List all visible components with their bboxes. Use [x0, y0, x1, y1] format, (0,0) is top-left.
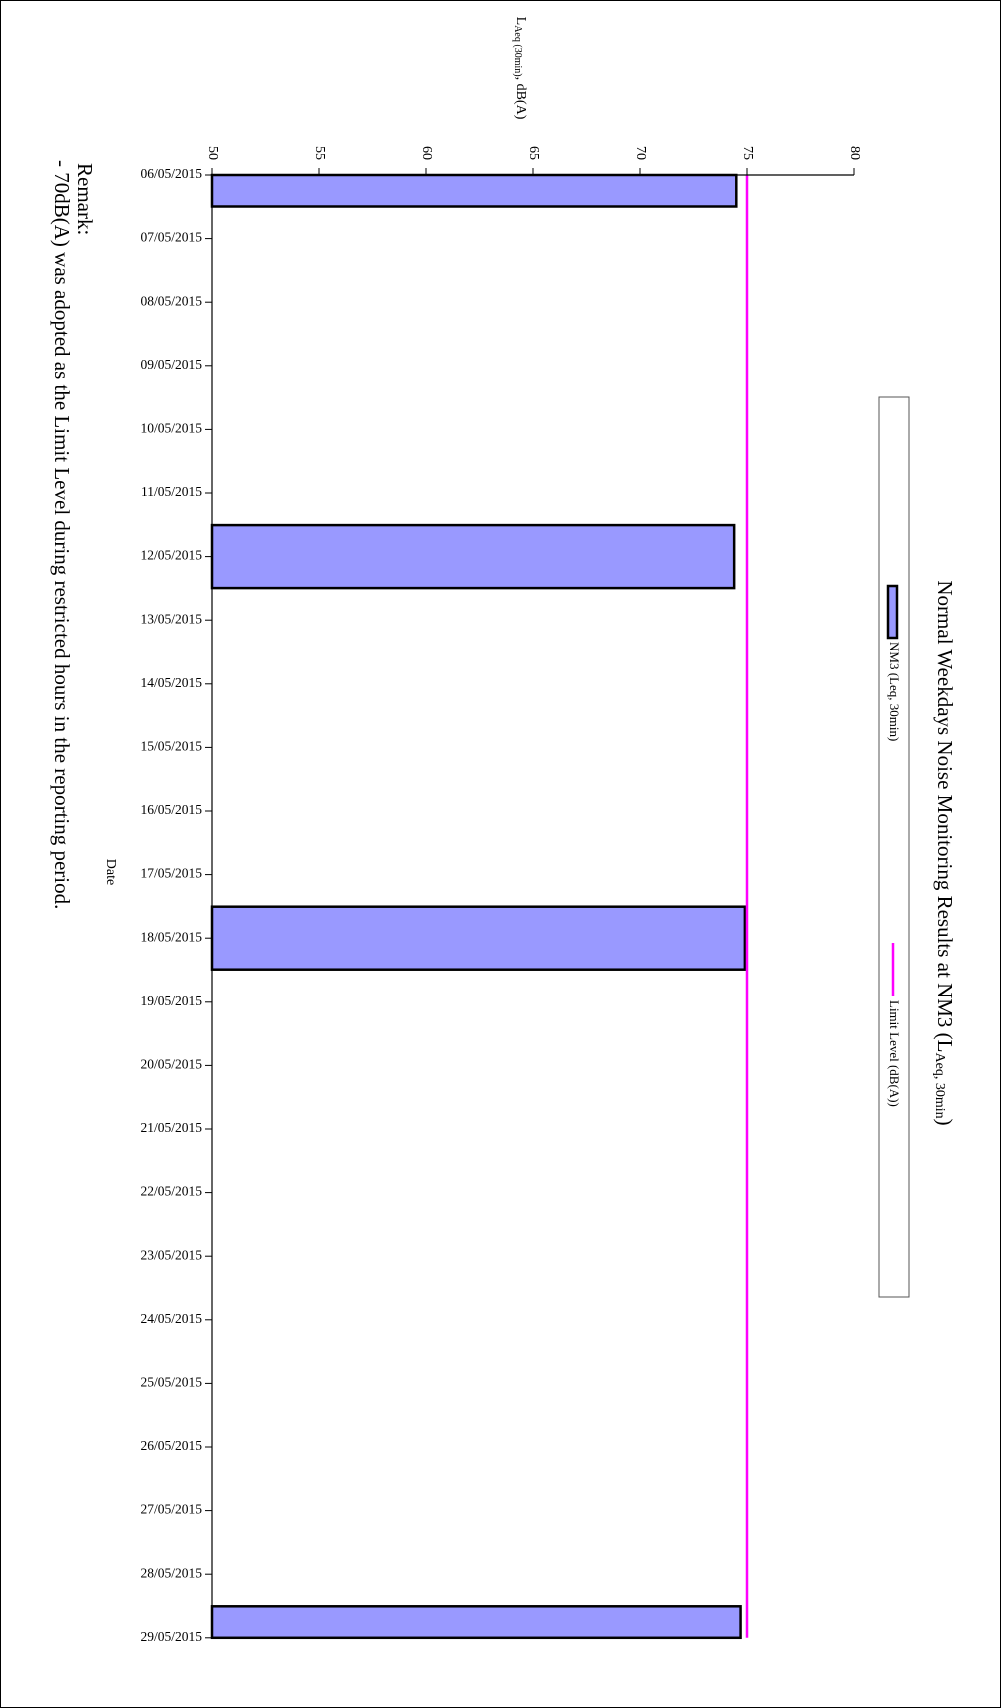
value-tick-label: 70: [633, 146, 648, 160]
value-tick-label: 80: [847, 146, 862, 160]
category-tick-label: 28/05/2015: [140, 1565, 202, 1580]
value-tick-label: 75: [740, 146, 755, 160]
category-tick-label: 14/05/2015: [140, 675, 202, 690]
category-tick-label: 21/05/2015: [140, 1120, 202, 1135]
category-tick-label: 07/05/2015: [140, 230, 202, 245]
category-tick-label: 25/05/2015: [140, 1374, 202, 1389]
bar-nm3: [210, 173, 738, 208]
legend-swatch-bar: [886, 584, 899, 640]
category-tick-label: 12/05/2015: [140, 548, 202, 563]
legend-label-limit: Limit Level (dB(A)): [887, 1000, 902, 1107]
value-axis-title: LAeq (30min), dB(A): [512, 17, 528, 120]
category-tick-label: 06/05/2015: [140, 166, 202, 181]
category-tick-label: 16/05/2015: [140, 802, 202, 817]
value-tick-label: 60: [419, 146, 434, 160]
category-tick-label: 20/05/2015: [140, 1056, 202, 1071]
legend: NM3 (Leq, 30min) Limit Level (dB(A)): [878, 396, 910, 1298]
value-tick-label: 50: [205, 146, 220, 160]
category-axis-title: Date: [103, 859, 118, 885]
category-tick-label: 18/05/2015: [140, 929, 202, 944]
chart-title: Normal Weekdays Noise Monitoring Results…: [932, 580, 957, 1125]
category-tick-label: 22/05/2015: [140, 1184, 202, 1199]
category-tick-label: 24/05/2015: [140, 1311, 202, 1326]
category-tick-label: 19/05/2015: [140, 993, 202, 1008]
label-layer: 50 55 60 65 70 75 80 06/05/2015 07/05/2015 08/05/…: [140, 146, 861, 1644]
value-tick-label: 55: [312, 146, 327, 160]
axes-layer: [205, 168, 855, 1639]
category-tick-label: 08/05/2015: [140, 293, 202, 308]
category-tick-label: 27/05/2015: [140, 1502, 202, 1517]
category-tick-label: 13/05/2015: [140, 611, 202, 626]
category-tick-label: 15/05/2015: [140, 738, 202, 753]
bar-layer: [210, 173, 747, 1640]
remark-heading: Remark:: [73, 163, 97, 235]
bar-nm3: [210, 905, 747, 971]
category-tick-label: 11/05/2015: [141, 484, 202, 499]
legend-label-nm3: NM3 (Leq, 30min): [887, 642, 902, 741]
value-tick-label: 65: [526, 146, 541, 160]
bar-nm3: [210, 1605, 742, 1640]
category-tick-label: 26/05/2015: [140, 1438, 202, 1453]
category-tick-label: 29/05/2015: [140, 1629, 202, 1644]
category-tick-label: 10/05/2015: [140, 420, 202, 435]
legend-box: [878, 396, 910, 1298]
category-tick-label: 09/05/2015: [140, 357, 202, 372]
category-tick-label: 17/05/2015: [140, 866, 202, 881]
category-tick-label: 23/05/2015: [140, 1247, 202, 1262]
remark-text: - 70dB(A) was adopted as the Limit Level…: [50, 160, 74, 909]
bar-nm3: [210, 523, 736, 590]
